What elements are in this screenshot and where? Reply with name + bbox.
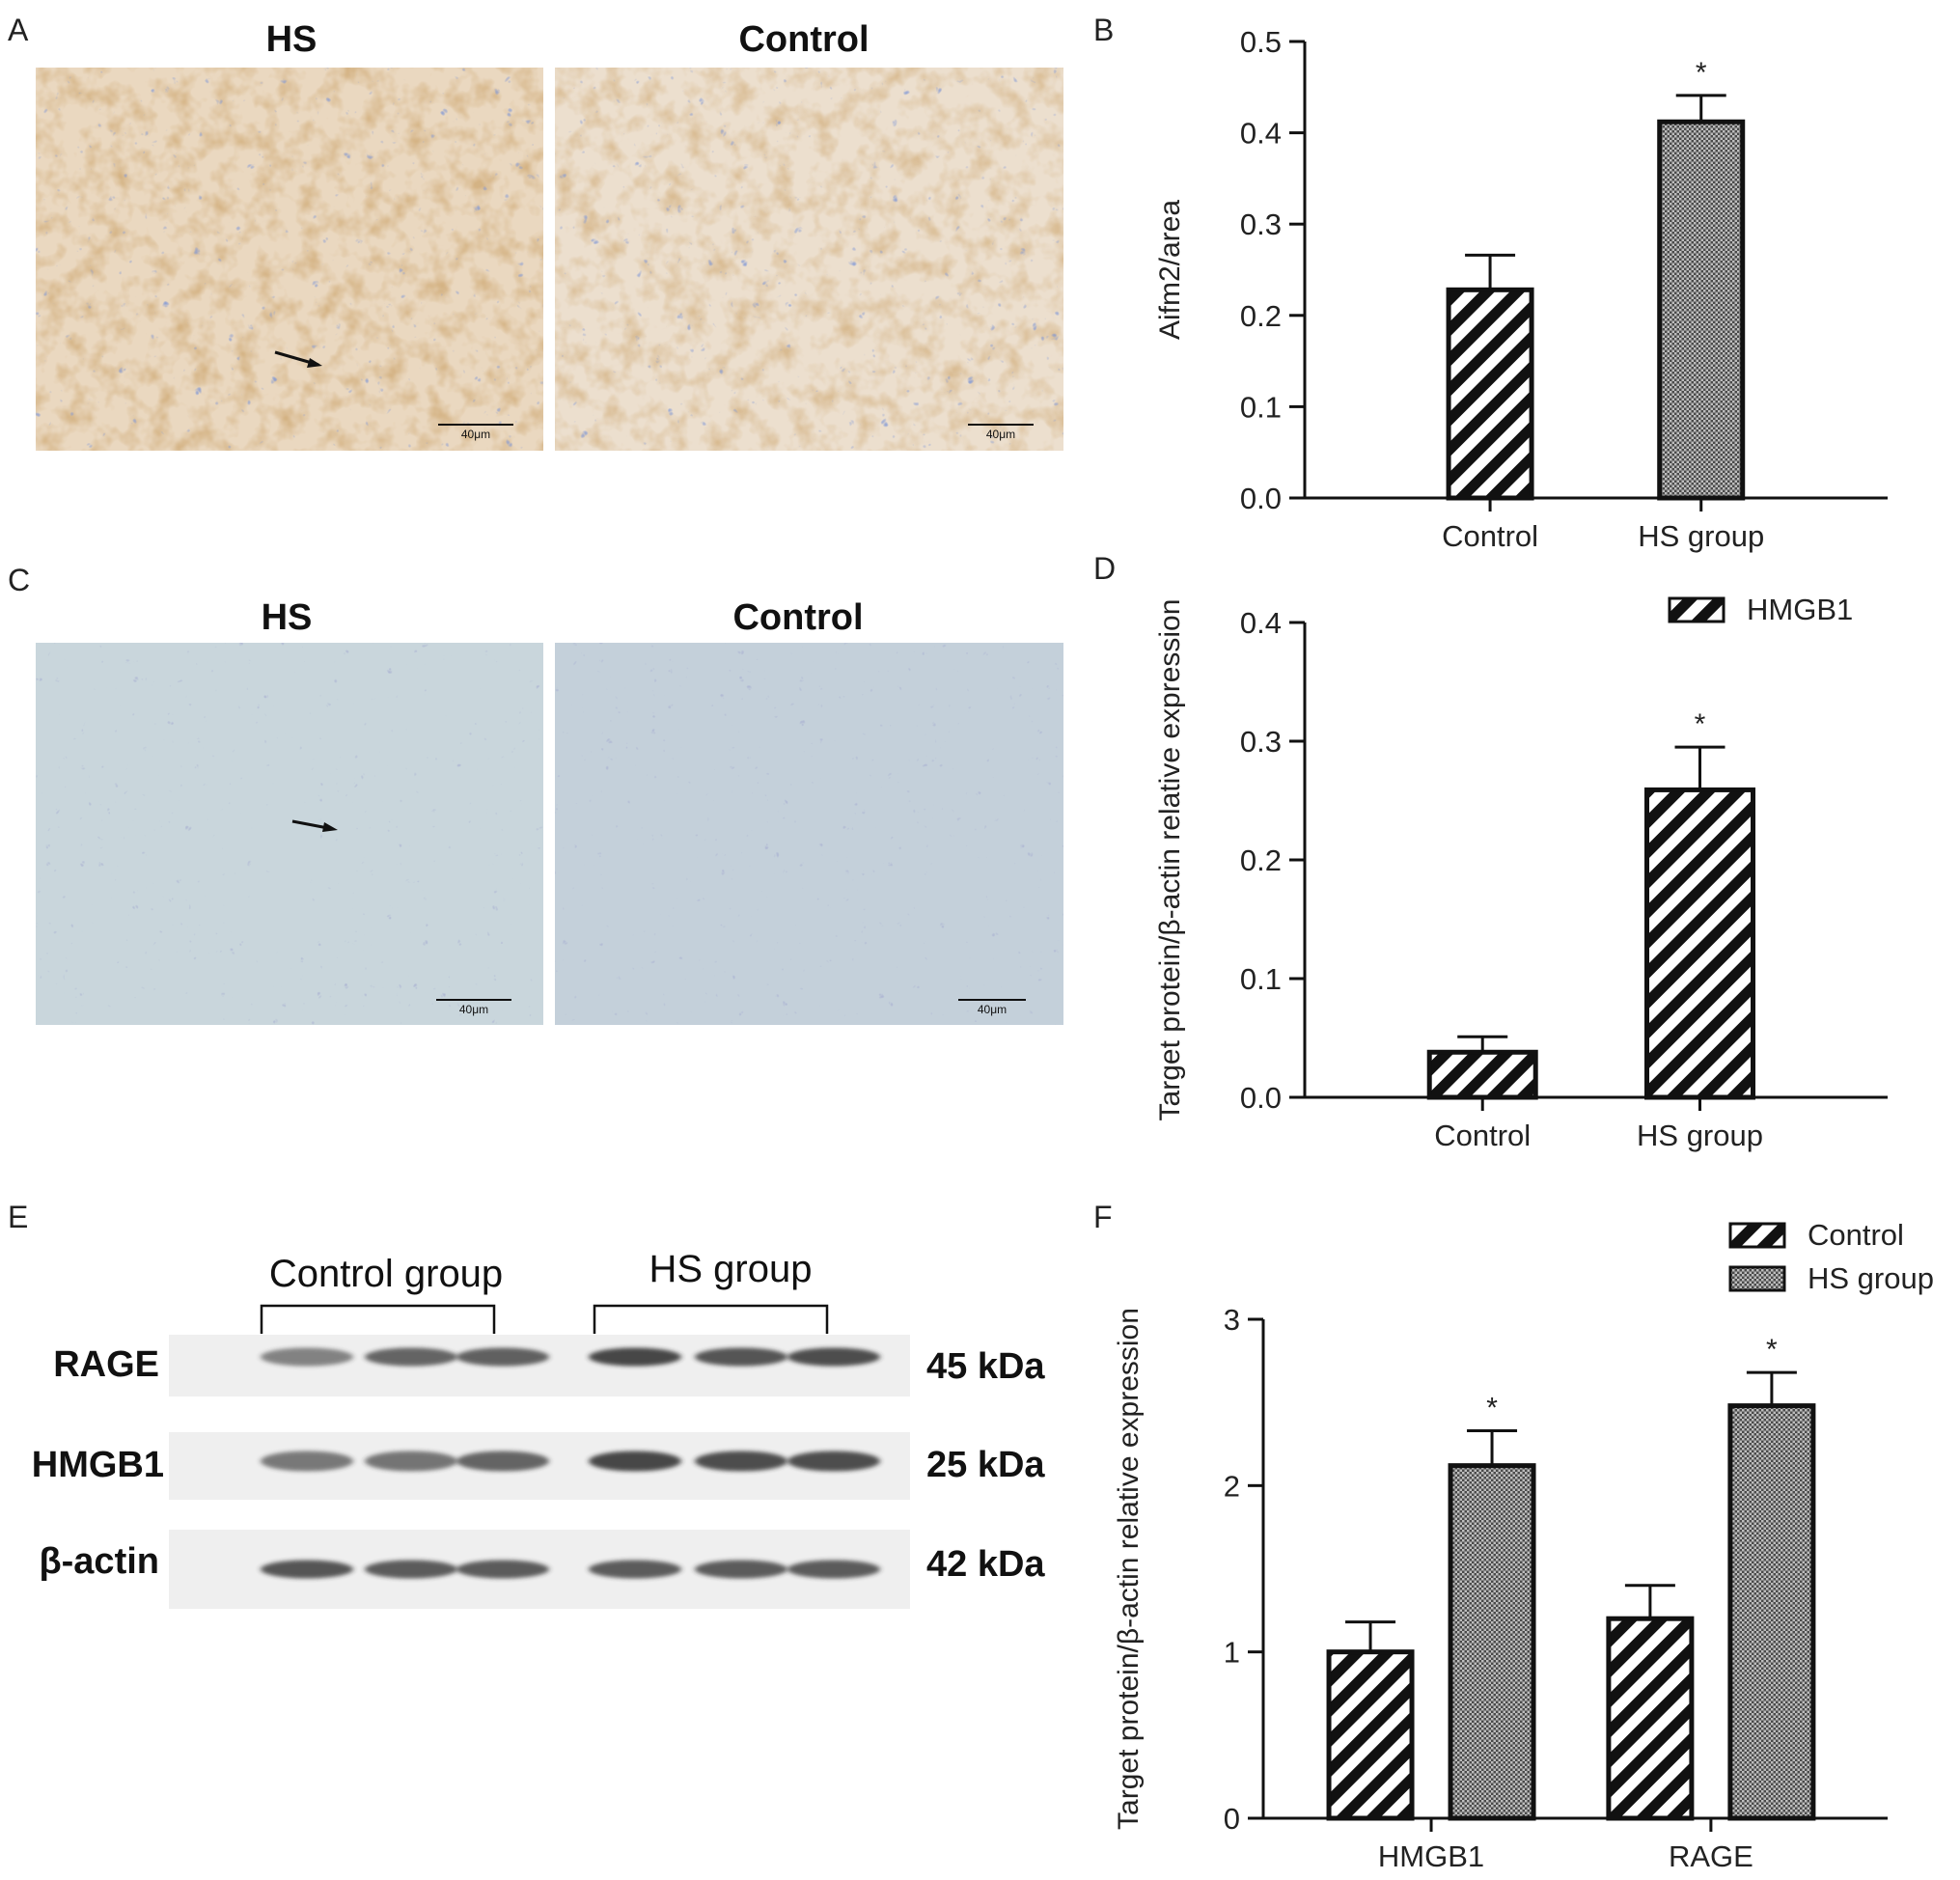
bar — [1606, 1616, 1695, 1821]
scale-bar-label: 40μm — [978, 1003, 1007, 1016]
y-axis-label: Aifm2/area — [1154, 200, 1186, 340]
band-label-hmgb1: HMGB1 — [32, 1445, 164, 1485]
x-tick-label: Control — [1434, 1119, 1531, 1152]
y-tick-label: 1 — [1224, 1636, 1240, 1670]
group-label-hs: HS group — [649, 1248, 813, 1290]
blot-band — [261, 1347, 353, 1367]
significance-marker: * — [1696, 57, 1707, 89]
micrograph-a-control: 40μm — [555, 68, 1063, 451]
scale-bar-label: 40μm — [459, 1003, 488, 1016]
group-bracket-hs — [593, 1304, 829, 1334]
significance-marker: * — [1486, 1392, 1498, 1424]
blot-band — [695, 1451, 787, 1472]
blot-band — [695, 1347, 787, 1367]
legend-swatch — [1728, 1265, 1786, 1292]
y-tick-label: 0.2 — [1240, 843, 1282, 877]
panel-letter-c: C — [8, 563, 30, 597]
blot-strip-rage — [169, 1335, 910, 1396]
bar — [1446, 287, 1534, 501]
legend-label: HS group — [1808, 1261, 1934, 1295]
image-title-hs: HS — [262, 597, 313, 638]
y-tick-label: 0.4 — [1240, 117, 1282, 151]
blot-band — [695, 1560, 787, 1579]
x-tick-label: RAGE — [1669, 1839, 1753, 1873]
chart-f: 0 1 2 3 Target protein/β-actin relative expr… — [1113, 1218, 1934, 1873]
group-label-control: Control group — [269, 1253, 503, 1295]
image-title-hs: HS — [266, 19, 317, 60]
chart-d: 0.0 0.1 0.2 0.3 0.4 Target protein/β-actin re… — [1154, 593, 1888, 1152]
blot-band — [787, 1347, 880, 1367]
micrograph-c-hs: 40μm — [36, 643, 543, 1025]
band-label-rage: RAGE — [53, 1344, 159, 1385]
y-tick-label: 0.3 — [1240, 725, 1282, 759]
y-tick-label: 0.5 — [1240, 25, 1282, 59]
micrograph-c-control: 40μm — [555, 643, 1063, 1025]
bar — [1657, 119, 1746, 501]
blot-band — [261, 1560, 353, 1579]
scale-bar-label: 40μm — [461, 428, 490, 441]
bar — [1448, 1463, 1536, 1821]
legend-label: HMGB1 — [1747, 593, 1853, 626]
kda-label-beta-actin: 42 kDa — [926, 1544, 1045, 1585]
kda-label-rage: 45 kDa — [926, 1346, 1045, 1387]
y-tick-label: 0.0 — [1240, 1081, 1282, 1115]
chart-b: 0.0 0.1 0.2 0.3 0.4 0.5 Aifm2/area Control HS gr… — [1154, 25, 1888, 553]
x-tick-label: Control — [1442, 519, 1538, 553]
legend-swatch — [1728, 1222, 1786, 1249]
y-tick-label: 0.3 — [1240, 207, 1282, 241]
x-tick-label: HS group — [1638, 519, 1764, 553]
scale-bar-label: 40μm — [986, 428, 1015, 441]
blot-band — [261, 1451, 353, 1472]
panel-a: A HS Control 40μm 40μm — [8, 13, 1063, 451]
blot-band — [787, 1451, 880, 1472]
image-title-control: Control — [738, 19, 869, 60]
panel-letter-a: A — [8, 13, 29, 47]
panel-letter-e: E — [8, 1200, 28, 1234]
bar — [1426, 1049, 1538, 1100]
panel-letter-d: D — [1093, 551, 1116, 586]
significance-marker: * — [1695, 708, 1706, 740]
blot-band — [589, 1451, 681, 1472]
y-tick-label: 0.0 — [1240, 482, 1282, 515]
blot-band — [365, 1347, 457, 1367]
group-bracket-control — [260, 1304, 496, 1334]
bar — [1727, 1403, 1816, 1821]
y-tick-label: 3 — [1224, 1303, 1240, 1337]
blot-band — [365, 1560, 457, 1579]
blot-band — [456, 1451, 549, 1472]
image-title-control: Control — [732, 597, 863, 638]
panel-letter-f: F — [1093, 1200, 1113, 1234]
y-tick-label: 0 — [1224, 1802, 1240, 1836]
band-label-beta-actin: β-actin — [39, 1541, 159, 1582]
blot-band — [365, 1451, 457, 1472]
micrograph-a-hs: 40μm — [36, 68, 543, 451]
panel-e: E Control group HS group RAGE HMGB1 β-ac… — [8, 1200, 1045, 1609]
y-tick-label: 0.1 — [1240, 390, 1282, 424]
significance-marker: * — [1766, 1334, 1778, 1366]
blot-band — [589, 1347, 681, 1367]
legend-label: Control — [1808, 1218, 1904, 1252]
bar — [1326, 1649, 1415, 1821]
kda-label-hmgb1: 25 kDa — [926, 1445, 1045, 1485]
bar — [1644, 787, 1756, 1100]
panel-c: C HS Control 40μm 40μm — [8, 563, 1063, 1025]
blot-band — [589, 1560, 681, 1579]
y-tick-label: 0.2 — [1240, 299, 1282, 333]
y-axis-label: Target protein/β-actin relative expressi… — [1113, 1308, 1145, 1830]
panel-letter-b: B — [1093, 13, 1114, 47]
blot-band — [787, 1560, 880, 1579]
x-tick-label: HMGB1 — [1378, 1839, 1484, 1873]
x-tick-label: HS group — [1637, 1119, 1763, 1152]
y-tick-label: 2 — [1224, 1469, 1240, 1503]
blot-band — [456, 1560, 549, 1579]
y-tick-label: 0.4 — [1240, 606, 1282, 640]
legend-swatch — [1668, 596, 1725, 623]
blot-band — [456, 1347, 549, 1367]
y-axis-label: Target protein/β-actin relative expressi… — [1154, 599, 1186, 1121]
y-tick-label: 0.1 — [1240, 962, 1282, 996]
blot-strips — [169, 1335, 910, 1609]
